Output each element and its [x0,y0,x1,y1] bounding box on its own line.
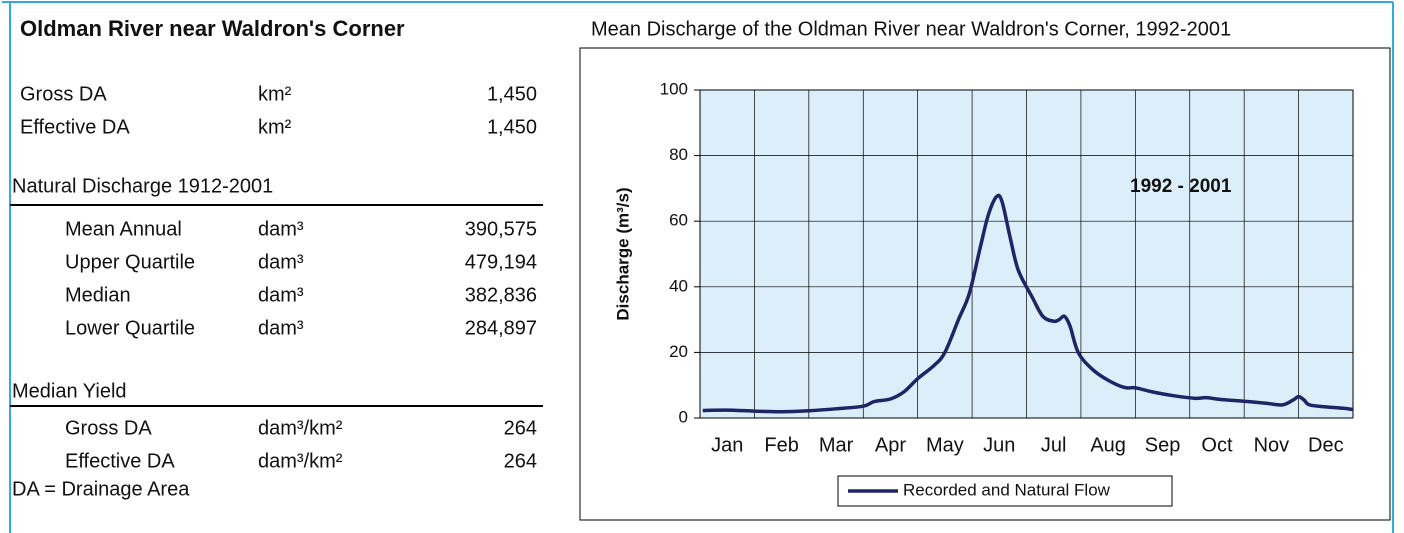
row-unit: dam³ [258,284,304,306]
x-tick-label: Jul [1041,434,1067,456]
legend-label: Recorded and Natural Flow [903,480,1111,499]
x-tick-label: Oct [1201,434,1233,456]
section-heading: Natural Discharge 1912-2001 [12,175,273,197]
row-value: 264 [504,450,537,472]
row-value: 1,450 [487,116,537,138]
y-tick-label: 40 [669,276,688,295]
row-unit: km² [258,83,292,105]
row-label: Gross DA [20,83,107,105]
row-value: 284,897 [465,317,537,339]
y-tick-label: 20 [669,342,688,361]
row-unit: dam³ [258,251,304,273]
chart-title: Mean Discharge of the Oldman River near … [591,18,1231,40]
row-value: 390,575 [465,218,537,240]
footnote: DA = Drainage Area [12,478,190,500]
row-label: Upper Quartile [65,251,195,273]
annotation: 1992 - 2001 [1130,176,1232,197]
row-value: 264 [504,417,537,439]
x-tick-label: Apr [875,434,906,456]
row-value: 382,836 [465,284,537,306]
flow-line [702,193,1354,414]
x-tick-label: Mar [819,434,854,456]
x-tick-label: Sep [1145,434,1181,456]
x-tick-label: Nov [1254,434,1290,456]
row-unit: dam³/km² [258,450,343,472]
y-tick-label: 80 [669,145,688,164]
x-tick-label: Feb [764,434,798,456]
panel-title: Oldman River near Waldron's Corner [20,16,405,41]
row-label: Mean Annual [65,218,182,240]
y-axis-title: Discharge (m³/s) [613,187,632,320]
x-tick-label: Aug [1090,434,1126,456]
y-tick-label: 60 [669,211,688,230]
row-label: Lower Quartile [65,317,195,339]
x-tick-label: Dec [1308,434,1344,456]
row-unit: dam³/km² [258,417,343,439]
x-tick-label: Jun [983,434,1015,456]
y-tick-label: 100 [660,79,688,98]
y-tick-label: 0 [679,407,688,426]
info-panel: Oldman River near Waldron's Corner Natur… [10,16,543,500]
x-tick-label: Jan [711,434,743,456]
row-unit: dam³ [258,317,304,339]
row-value: 479,194 [465,251,537,273]
row-unit: dam³ [258,218,304,240]
x-tick-label: May [926,434,964,456]
row-label: Gross DA [65,417,152,439]
row-label: Median [65,284,131,306]
row-unit: km² [258,116,292,138]
row-label: Effective DA [20,116,130,138]
row-label: Effective DA [65,450,175,472]
section-heading: Median Yield [12,380,127,402]
row-value: 1,450 [487,83,537,105]
